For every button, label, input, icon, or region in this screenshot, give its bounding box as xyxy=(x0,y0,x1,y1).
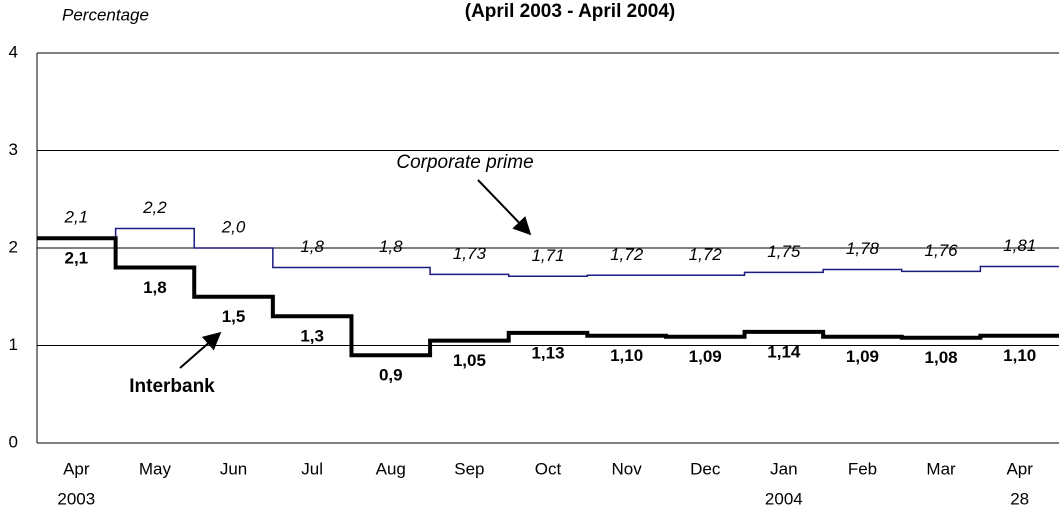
x-tick-label: Aug xyxy=(376,459,406,478)
x-tick-label: Feb xyxy=(848,459,877,478)
data-label: 1,08 xyxy=(925,348,958,367)
data-label: 0,9 xyxy=(379,366,403,385)
data-label: 1,10 xyxy=(610,346,643,365)
data-label: 1,72 xyxy=(689,245,723,264)
x-tick-label: Nov xyxy=(611,459,642,478)
x-tick-label: Jul xyxy=(301,459,323,478)
annotation-arrow xyxy=(179,331,222,369)
y-tick-label: 2 xyxy=(9,237,18,256)
x-tick-label: Jan xyxy=(770,459,797,478)
x-tick-label: May xyxy=(139,459,172,478)
data-label: 1,10 xyxy=(1003,346,1036,365)
data-label: 1,09 xyxy=(846,347,879,366)
annotation-arrow xyxy=(477,179,532,236)
x-tick-label: Apr xyxy=(1006,459,1033,478)
y-axis-label: Percentage xyxy=(62,5,149,24)
data-label: 1,75 xyxy=(767,242,801,261)
data-label: 2,2 xyxy=(142,198,167,217)
data-label: 2,1 xyxy=(64,249,88,268)
data-label: 1,81 xyxy=(1003,236,1036,255)
data-label: 1,09 xyxy=(689,347,722,366)
x-tick-label: Jun xyxy=(220,459,247,478)
x-tick-label: Dec xyxy=(690,459,721,478)
data-label: 1,05 xyxy=(453,351,486,370)
series-line xyxy=(37,236,1059,358)
y-tick-label: 0 xyxy=(9,432,18,451)
data-label: 1,14 xyxy=(767,342,801,361)
x-tick-label: Oct xyxy=(535,459,562,478)
x-tick-sublabel: 2003 xyxy=(57,489,95,508)
data-label: 1,5 xyxy=(222,307,246,326)
data-label: 2,1 xyxy=(63,208,88,227)
x-tick-sublabel: 28 xyxy=(1010,489,1029,508)
data-label: 1,76 xyxy=(925,241,959,260)
x-tick-label: Sep xyxy=(454,459,484,478)
data-label: 2,0 xyxy=(221,217,246,236)
x-tick-sublabel: 2004 xyxy=(765,489,803,508)
series-annotation: Corporate prime xyxy=(396,152,533,173)
y-tick-label: 3 xyxy=(9,140,18,159)
y-tick-label: 1 xyxy=(9,335,18,354)
x-tick-label: Apr xyxy=(63,459,90,478)
series-line xyxy=(37,227,1059,278)
data-label: 1,13 xyxy=(531,343,564,362)
x-tick-label: Mar xyxy=(926,459,956,478)
series-annotation: Interbank xyxy=(129,376,215,397)
data-label: 1,71 xyxy=(531,246,564,265)
y-tick-label: 4 xyxy=(9,42,18,61)
chart-title: (April 2003 - April 2004) xyxy=(465,1,675,22)
data-label: 1,8 xyxy=(143,278,167,297)
data-label: 1,78 xyxy=(846,239,880,258)
data-label: 1,72 xyxy=(610,245,644,264)
data-label: 1,8 xyxy=(379,237,403,256)
data-label: 1,8 xyxy=(300,237,324,256)
data-label: 1,73 xyxy=(453,244,487,263)
data-label: 1,3 xyxy=(300,327,324,346)
